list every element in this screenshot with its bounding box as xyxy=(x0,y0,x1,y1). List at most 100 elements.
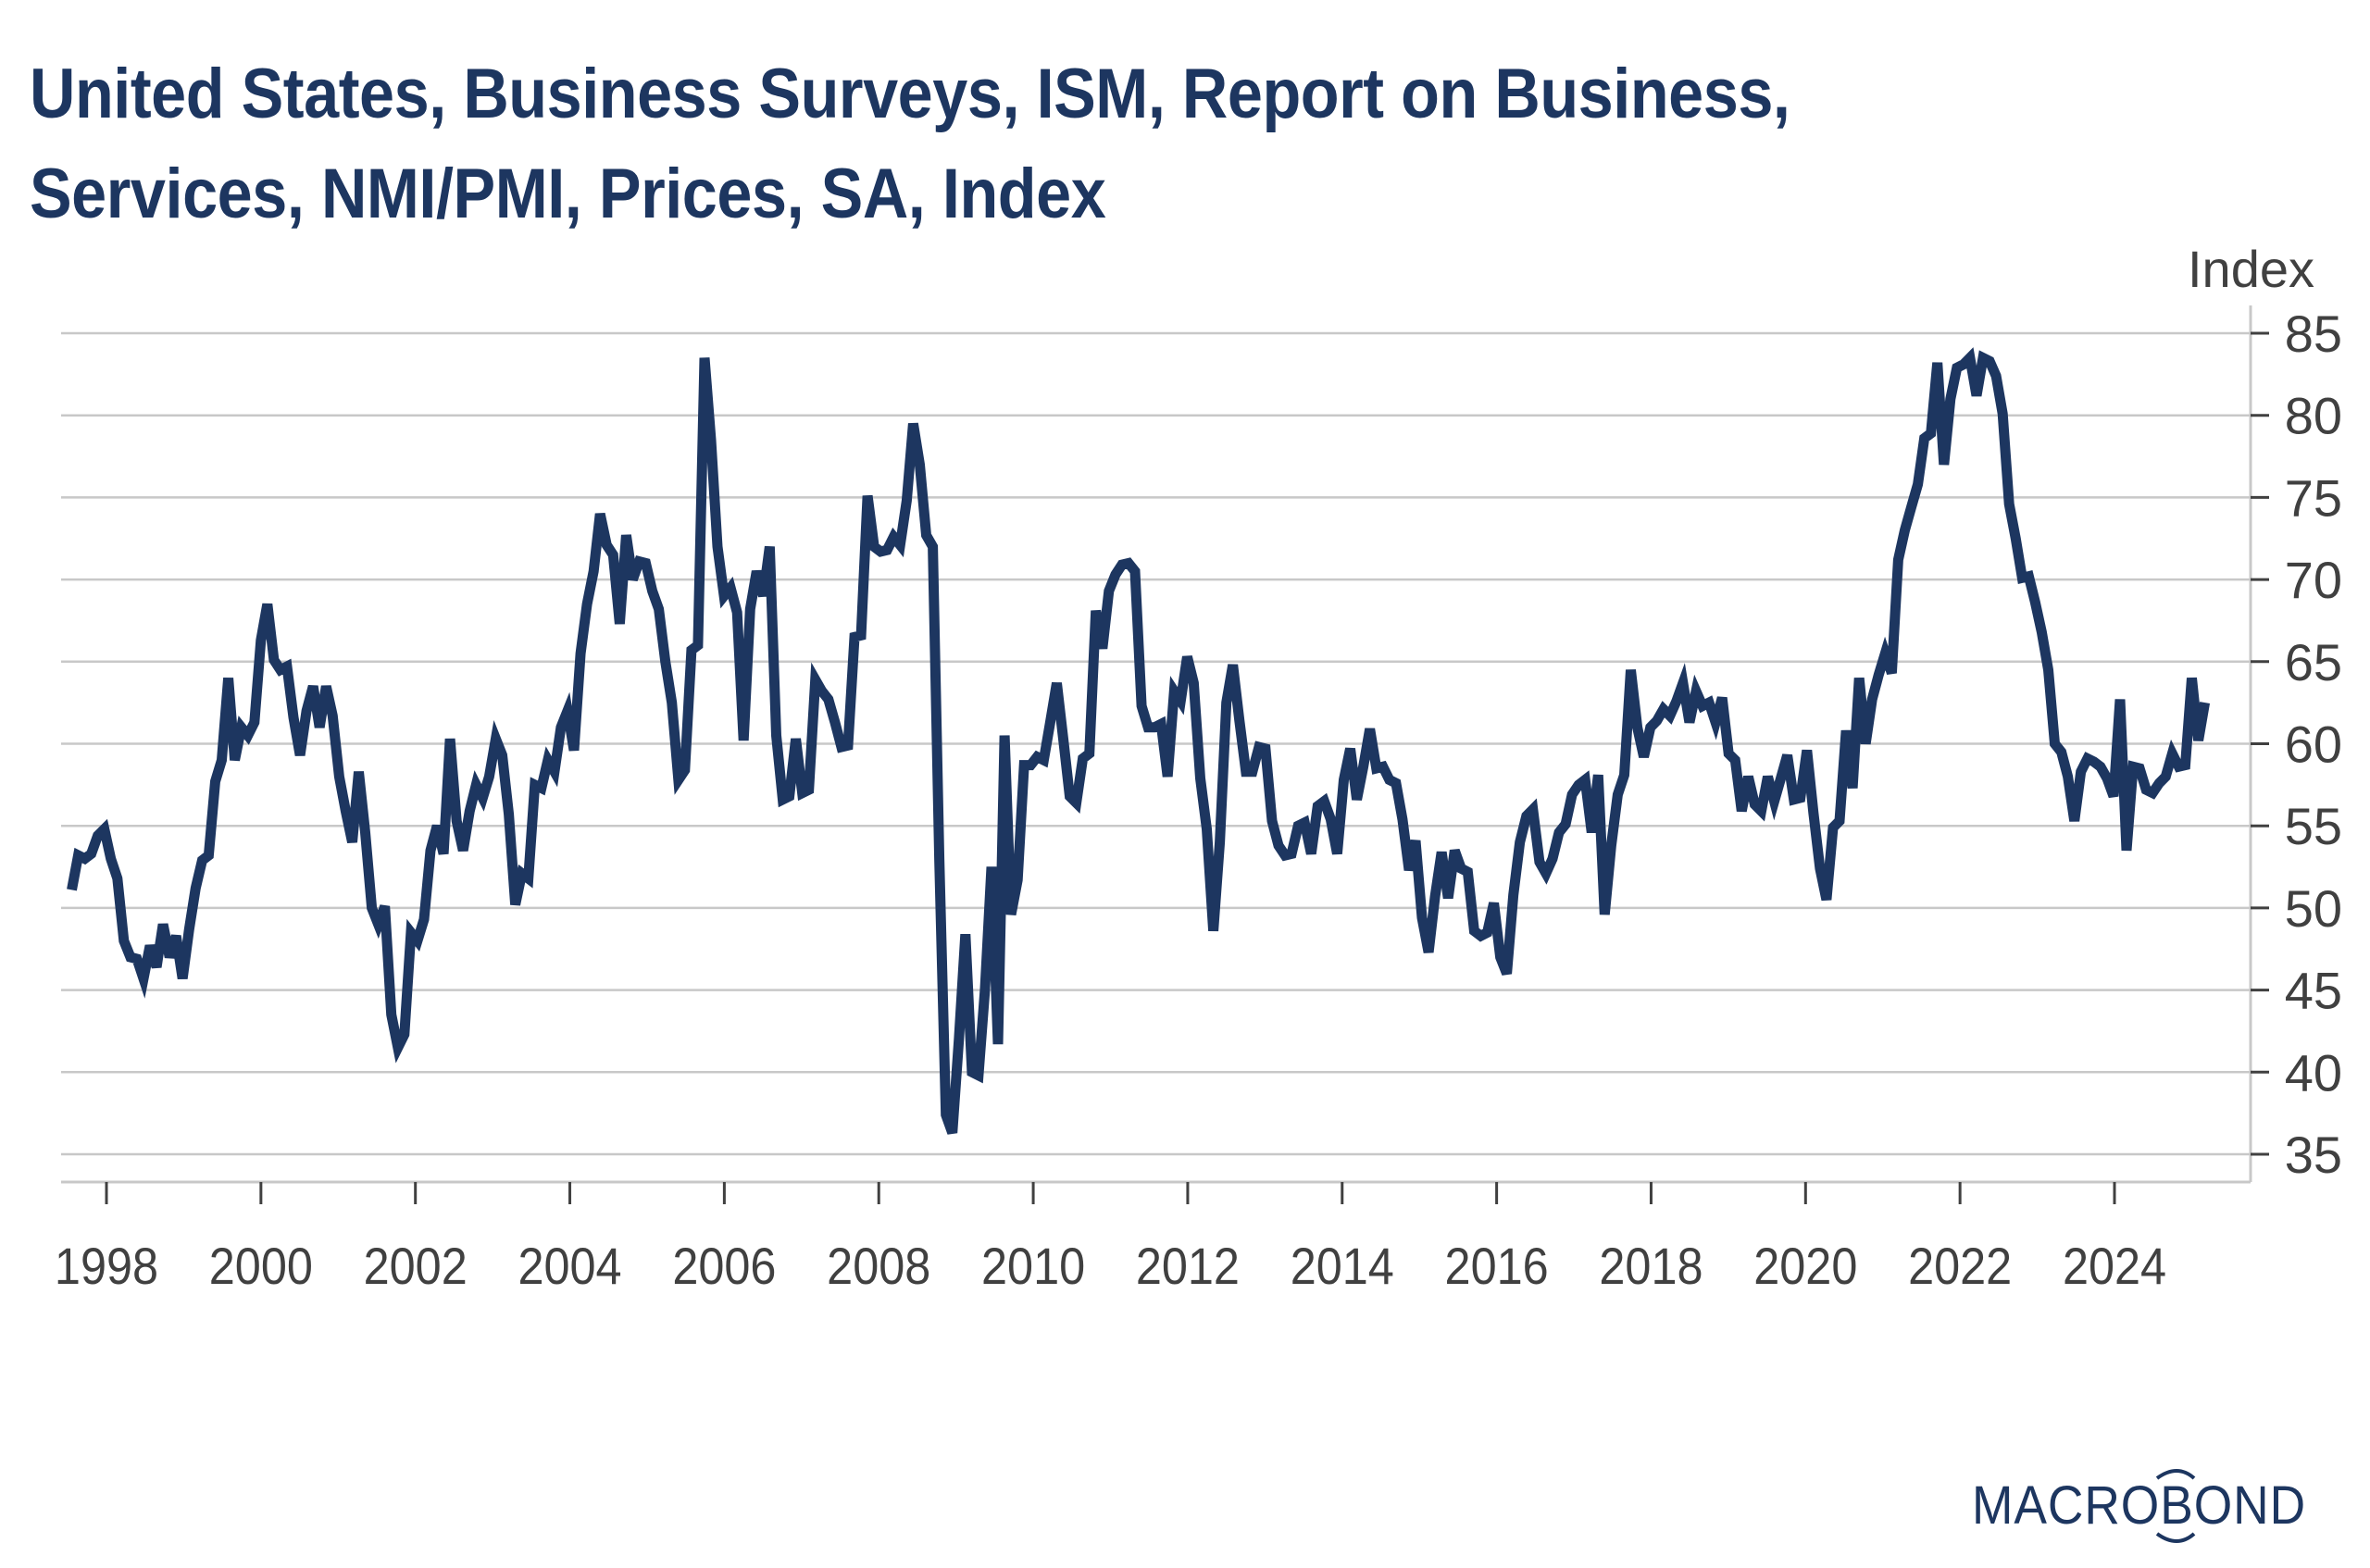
data-point xyxy=(971,1072,972,1073)
data-point xyxy=(508,814,509,815)
data-point xyxy=(371,907,372,908)
data-point xyxy=(717,546,718,547)
data-point xyxy=(1624,775,1625,776)
x-tick-label: 2022 xyxy=(1908,1238,2012,1296)
data-point xyxy=(1232,665,1233,666)
data-point xyxy=(2048,669,2049,670)
data-point xyxy=(528,878,529,879)
data-point xyxy=(1448,898,1449,899)
data-point xyxy=(1813,813,1814,814)
data-point xyxy=(1317,805,1318,806)
data-point xyxy=(1480,936,1481,937)
data-point xyxy=(769,546,770,547)
data-point xyxy=(534,784,535,785)
data-point xyxy=(437,826,438,827)
data-point xyxy=(697,645,698,646)
data-point xyxy=(1748,777,1749,778)
data-point xyxy=(1389,779,1390,780)
data-point xyxy=(1545,873,1546,874)
data-point xyxy=(1474,930,1475,931)
data-point xyxy=(1141,705,1142,706)
data-point xyxy=(202,860,203,861)
data-point xyxy=(2120,699,2121,700)
data-point xyxy=(1435,896,1436,897)
data-point xyxy=(2028,576,2029,577)
data-point xyxy=(1793,799,1794,800)
data-point xyxy=(1761,811,1762,812)
data-point xyxy=(926,535,927,536)
data-point xyxy=(1004,735,1005,736)
data-point xyxy=(1806,750,1807,751)
chart-title-line-2: Services, NMI/PMI, Prices, SA, Index xyxy=(30,155,1106,233)
data-point xyxy=(384,906,385,907)
data-point xyxy=(1291,853,1292,854)
data-point xyxy=(1363,766,1364,767)
data-point xyxy=(1324,801,1325,802)
data-point xyxy=(482,798,483,799)
data-point xyxy=(639,561,640,562)
data-point xyxy=(2022,578,2023,579)
data-point xyxy=(756,571,757,572)
data-point xyxy=(2002,413,2003,414)
data-point xyxy=(1121,565,1122,566)
data-point xyxy=(1304,822,1305,823)
data-point xyxy=(1656,720,1657,721)
data-point xyxy=(782,799,783,800)
data-point xyxy=(1983,357,1984,358)
x-tick-label: 2004 xyxy=(518,1238,621,1296)
data-point xyxy=(776,735,777,736)
data-point xyxy=(2172,753,2173,754)
data-point xyxy=(1193,682,1194,683)
data-point xyxy=(189,929,190,930)
data-point xyxy=(247,735,248,736)
data-point xyxy=(1539,862,1540,863)
data-point xyxy=(691,650,692,651)
data-point xyxy=(828,699,829,700)
data-point xyxy=(893,537,894,538)
data-point xyxy=(463,850,464,851)
y-axis-unit-label: Index xyxy=(2188,240,2314,298)
y-tick-label: 45 xyxy=(2285,962,2342,1020)
data-point xyxy=(123,940,124,941)
data-point xyxy=(1611,845,1612,846)
data-point xyxy=(365,832,366,833)
data-point xyxy=(678,779,679,780)
y-tick-label: 60 xyxy=(2285,716,2342,774)
data-point xyxy=(2054,743,2055,744)
y-tick-label: 50 xyxy=(2285,879,2342,938)
data-point xyxy=(593,571,594,572)
data-point xyxy=(737,612,738,613)
data-point xyxy=(143,978,144,979)
data-point xyxy=(1637,727,1638,728)
x-tick-label: 2024 xyxy=(2063,1238,2166,1296)
data-point xyxy=(1904,529,1905,530)
data-point xyxy=(306,711,307,712)
data-point xyxy=(1506,973,1507,974)
x-tick-label: 2002 xyxy=(364,1238,468,1296)
data-point xyxy=(130,957,131,958)
data-point xyxy=(273,660,274,661)
logo-arc-icon xyxy=(2155,1469,2196,1543)
data-point xyxy=(1924,438,1925,439)
data-point xyxy=(802,792,803,793)
data-point xyxy=(215,781,216,782)
data-point xyxy=(1572,794,1573,795)
data-point xyxy=(1767,777,1768,778)
data-point xyxy=(1598,775,1599,776)
data-point xyxy=(2133,766,2134,767)
y-tick-label: 75 xyxy=(2285,468,2342,527)
data-point xyxy=(489,777,490,778)
data-point xyxy=(352,841,353,842)
data-point xyxy=(874,546,875,547)
data-point xyxy=(182,978,183,979)
data-point xyxy=(939,858,940,859)
data-point xyxy=(1898,559,1899,560)
data-point xyxy=(287,666,288,667)
data-point xyxy=(1239,720,1240,721)
data-point xyxy=(867,495,868,496)
data-point xyxy=(1526,815,1527,816)
data-point xyxy=(2087,758,2088,759)
data-point xyxy=(763,595,764,596)
data-point xyxy=(1643,756,1644,757)
